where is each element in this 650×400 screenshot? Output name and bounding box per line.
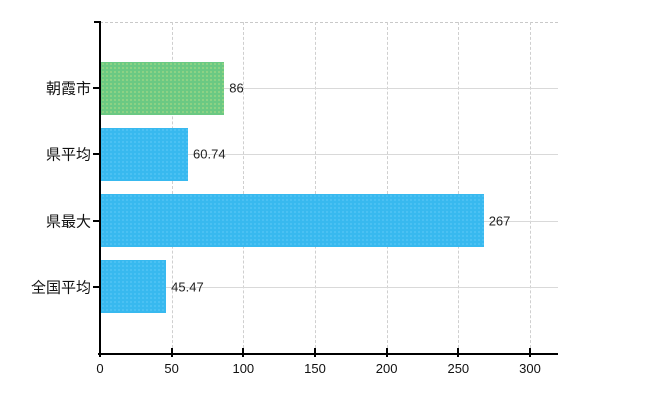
gridline-vertical <box>315 22 316 353</box>
bar-value-label: 60.74 <box>193 146 226 162</box>
y-axis-tick <box>93 219 100 222</box>
x-axis-tick <box>529 348 531 357</box>
x-axis-tick <box>170 348 173 357</box>
bar <box>101 260 167 314</box>
bar <box>101 127 189 181</box>
y-axis-tick <box>93 153 100 156</box>
bar-value-label: 86 <box>229 80 244 96</box>
x-axis-tick <box>242 348 245 357</box>
x-axis <box>98 353 558 355</box>
bar-value-label: 45.47 <box>171 279 204 295</box>
y-axis <box>99 21 101 354</box>
category-label: 朝霞市 <box>45 80 91 98</box>
gridline-horizontal <box>100 286 558 288</box>
bar-value-label: 267 <box>488 213 511 229</box>
x-axis-tick <box>314 348 316 357</box>
bar <box>101 61 225 115</box>
x-axis-tick <box>385 348 388 357</box>
x-tick-label: 100 <box>232 361 255 376</box>
category-label: 全国平均 <box>30 279 91 297</box>
gridline-vertical <box>386 22 388 353</box>
x-axis-tick <box>457 348 460 357</box>
x-tick-label: 200 <box>375 361 398 376</box>
gridline-vertical <box>530 22 531 353</box>
category-label: 県最大 <box>45 213 91 231</box>
x-tick-label: 250 <box>447 361 470 376</box>
y-axis-top-tick <box>94 21 100 23</box>
y-axis-tick <box>93 87 100 90</box>
x-tick-label: 150 <box>304 361 326 376</box>
plot-top-border <box>100 22 558 23</box>
gridline-horizontal <box>100 88 558 90</box>
gridline-horizontal <box>100 154 558 156</box>
x-axis-tick <box>99 348 101 357</box>
category-label: 県平均 <box>45 146 91 164</box>
x-tick-label: 300 <box>519 361 541 376</box>
x-tick-label: 0 <box>96 361 104 376</box>
gridline-vertical <box>243 22 245 353</box>
gridline-vertical <box>458 22 460 353</box>
gridline-vertical <box>171 22 173 353</box>
x-tick-label: 50 <box>164 361 179 376</box>
bar <box>101 194 484 248</box>
y-axis-tick <box>93 285 100 288</box>
